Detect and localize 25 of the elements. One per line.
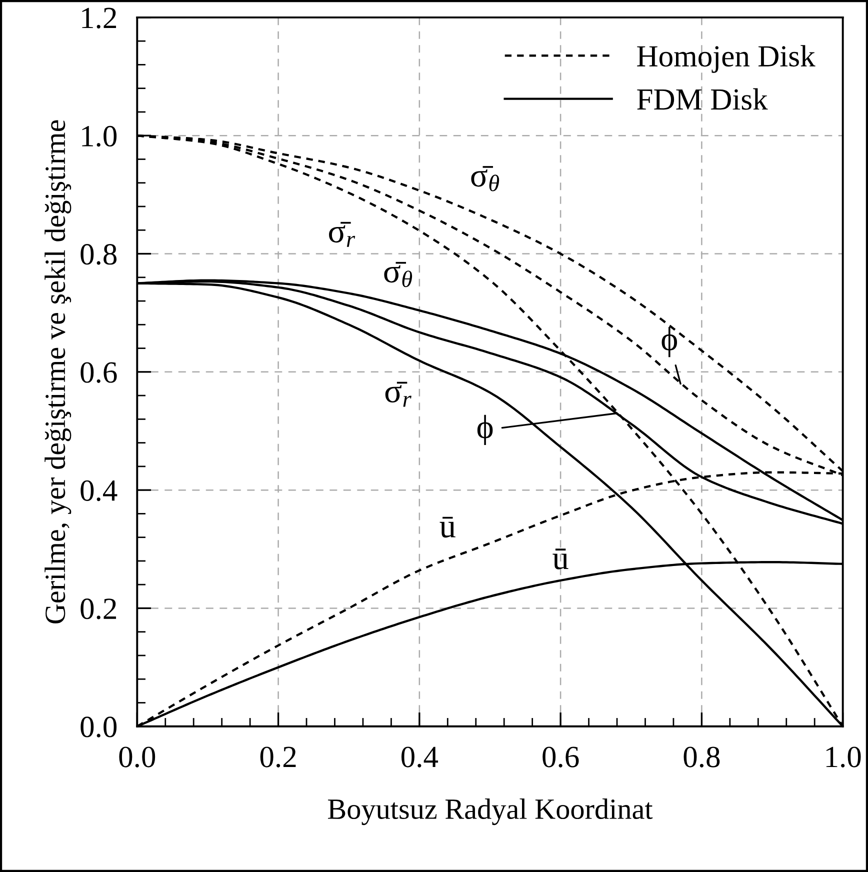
y-tick-label: 0.6 [80,362,117,383]
annotation: ū [552,548,568,570]
y-tick-label: 1.2 [82,8,116,28]
x-tick-label: 0.6 [542,746,579,768]
annotation: ū [440,516,456,538]
y-tick-label: 0.0 [80,716,117,738]
y-tick-label: 0.4 [80,480,118,502]
y-axis-title: Gerilme, yer değiştirme ve şekil değiştirme [44,120,72,624]
annotation: σ̄$_{θ}$ [384,262,412,288]
y-tick-label: 1.0 [82,126,117,147]
annotation: ϕ [477,414,493,446]
y-tick-label: 0.2 [80,598,116,620]
x-tick-label: 0.0 [119,746,156,768]
x-tick-label: 1.0 [826,746,861,768]
x-tick-label: 0.4 [401,746,438,768]
legend-label: FDM Disk [637,88,768,110]
x-tick-label: 0.2 [260,746,296,768]
x-tick-label: 0.8 [684,746,720,768]
annotation: σ̄$_{θ}$ [471,166,500,192]
annotation: σ̄$_{r}$ [329,222,356,247]
annotation: ϕ [662,326,678,358]
annotation: σ̄$_{r}$ [385,382,412,407]
legend-label: Homojen Disk [637,45,816,73]
y-tick-label: 0.8 [80,244,117,265]
x-axis-title: Boyutsuz Radyal Koordinat [328,798,653,826]
